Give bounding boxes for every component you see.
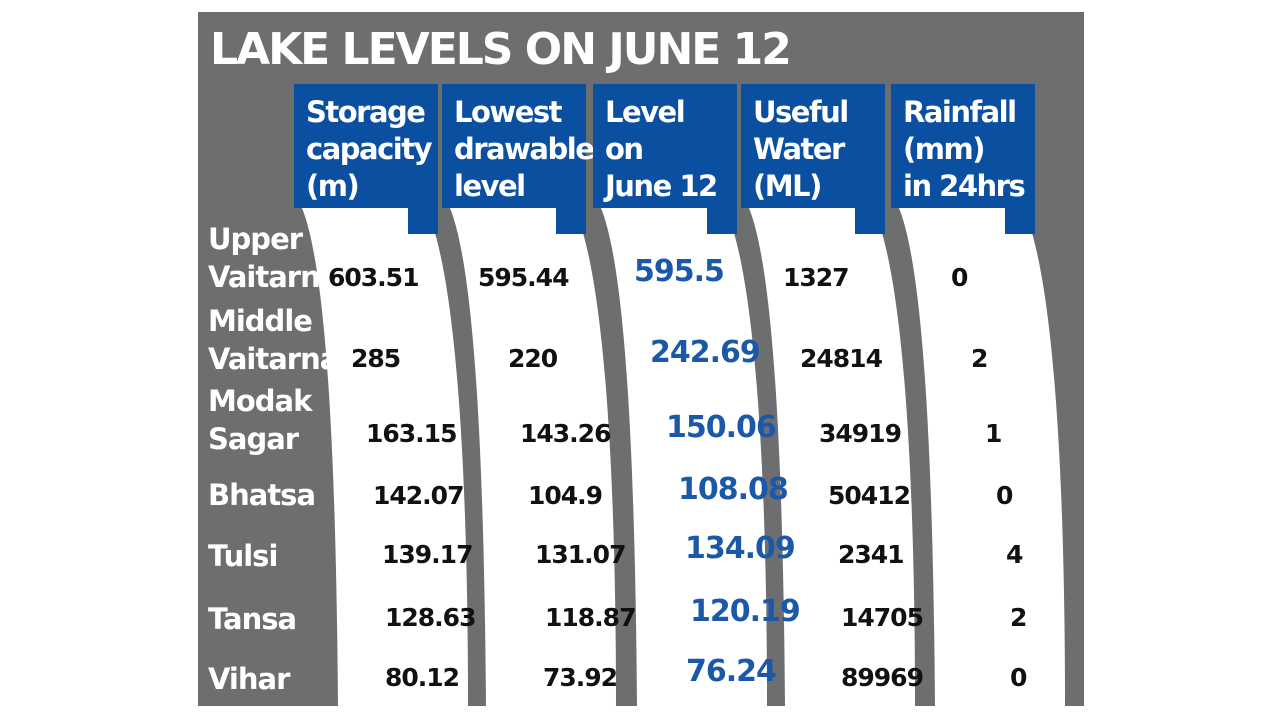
water-column-shapes bbox=[302, 208, 1065, 706]
table-cell: 14705 bbox=[841, 603, 924, 632]
water-column-1 bbox=[302, 208, 468, 706]
column-header-line: Useful bbox=[753, 95, 849, 129]
table-cell: 76.24 bbox=[686, 654, 777, 689]
column-header-line: drawable bbox=[454, 132, 595, 166]
table-cell: 595.5 bbox=[634, 254, 725, 289]
column-header-line: in 24hrs bbox=[903, 169, 1026, 203]
table-cell: 118.87 bbox=[545, 603, 636, 632]
column-header-line: (ML) bbox=[753, 169, 822, 203]
table-cell: 73.92 bbox=[543, 663, 618, 692]
table-cell: 2 bbox=[1010, 603, 1027, 632]
column-header-4: Useful Water (ML) bbox=[741, 84, 885, 208]
lake-name: Tulsi bbox=[208, 539, 278, 573]
column-header-line: Lowest bbox=[454, 95, 563, 129]
water-column-5 bbox=[899, 208, 1065, 706]
table-cell: 150.06 bbox=[666, 410, 777, 445]
column-header-line: (mm) bbox=[903, 132, 985, 166]
column-header-line: capacity bbox=[306, 132, 433, 166]
table-cell: 0 bbox=[996, 481, 1013, 510]
column-header-3: Level on June 12 (m) bbox=[593, 84, 737, 240]
table-cell: 595.44 bbox=[478, 263, 569, 292]
table-cell: 220 bbox=[508, 344, 558, 373]
lake-name: Tansa bbox=[208, 602, 297, 636]
table-cell: 104.9 bbox=[528, 481, 603, 510]
lake-name: Middle Vaitarna bbox=[208, 304, 339, 376]
table-cell: 120.19 bbox=[690, 594, 801, 629]
column-header-line: (m) bbox=[605, 206, 659, 240]
water-column-4 bbox=[749, 208, 915, 706]
water-column-2 bbox=[450, 208, 616, 706]
column-header-line: Level on bbox=[605, 95, 686, 166]
lake-levels-graphic: LAKE LEVELS ON JUNE 12 Storage capacity (m… bbox=[198, 12, 1084, 706]
water-column-3 bbox=[601, 208, 767, 706]
header-tab bbox=[707, 208, 737, 234]
lake-name: Upper Vaitarna bbox=[208, 222, 339, 294]
table-cell: 131.07 bbox=[535, 540, 626, 569]
table-cell: 143.26 bbox=[520, 419, 611, 448]
chart-title: LAKE LEVELS ON JUNE 12 bbox=[210, 24, 792, 75]
table-cell: 2341 bbox=[838, 540, 905, 569]
table-cell: 142.07 bbox=[373, 481, 464, 510]
table-cell: 0 bbox=[951, 263, 968, 292]
table-cell: 134.09 bbox=[685, 531, 796, 566]
table-cell: 50412 bbox=[828, 481, 911, 510]
header-tab bbox=[1005, 208, 1035, 234]
table-cell: 89969 bbox=[841, 663, 924, 692]
table-cell: 128.63 bbox=[385, 603, 476, 632]
lake-name: Bhatsa bbox=[208, 478, 316, 512]
table-cell: 242.69 bbox=[650, 335, 761, 370]
table-cell: 4 bbox=[1006, 540, 1023, 569]
column-header-line: Storage bbox=[306, 95, 426, 129]
table-cell: 0 bbox=[1010, 663, 1027, 692]
column-header-line: Rainfall bbox=[903, 95, 1017, 129]
column-header-5: Rainfall (mm) in 24hrs bbox=[891, 84, 1035, 208]
table-cell: 1 bbox=[985, 419, 1002, 448]
column-header-line: June 12 bbox=[605, 169, 718, 203]
column-header-2: Lowest drawable level (m) bbox=[442, 84, 595, 240]
header-tab bbox=[408, 208, 438, 234]
column-header-line: (m) bbox=[306, 169, 360, 203]
table-cell: 80.12 bbox=[385, 663, 460, 692]
header-tab bbox=[855, 208, 885, 234]
table-cell: 2 bbox=[971, 344, 988, 373]
table-cell: 108.08 bbox=[678, 472, 789, 507]
table-cell: 163.15 bbox=[366, 419, 457, 448]
table-cell: 24814 bbox=[800, 344, 883, 373]
table-cell: 1327 bbox=[783, 263, 850, 292]
column-header-1: Storage capacity (m) bbox=[294, 84, 438, 208]
column-header-line: level (m) bbox=[454, 169, 526, 240]
table-cell: 34919 bbox=[819, 419, 902, 448]
table-cell: 139.17 bbox=[382, 540, 473, 569]
lake-name: Modak Sagar bbox=[208, 384, 312, 456]
table-cell: 603.51 bbox=[328, 263, 419, 292]
header-tab bbox=[556, 208, 586, 234]
column-header-line: Water bbox=[753, 132, 845, 166]
lake-name: Vihar bbox=[208, 662, 290, 696]
table-cell: 285 bbox=[351, 344, 401, 373]
